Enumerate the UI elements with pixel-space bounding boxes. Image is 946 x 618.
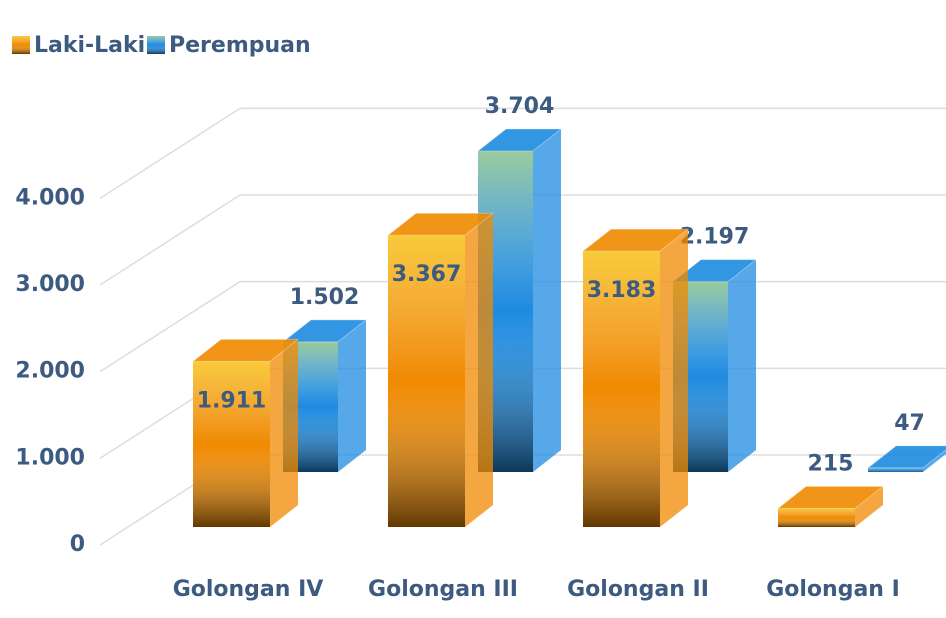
bar-top <box>866 445 946 469</box>
value-label: 3.367 <box>392 262 462 287</box>
y-tick-label: 0 <box>70 532 85 557</box>
grid-line <box>99 107 946 199</box>
value-label: 215 <box>808 451 854 476</box>
value-label: 3.183 <box>587 278 657 303</box>
y-tick-label: 2.000 <box>15 359 85 384</box>
bar-side <box>533 128 561 472</box>
value-label: 1.502 <box>290 285 360 310</box>
legend-label: Perempuan <box>169 33 311 58</box>
value-label: 3.704 <box>485 94 555 119</box>
bar-top <box>281 319 368 343</box>
bar-shade <box>388 235 465 527</box>
x-tick-label: Golongan IV <box>173 577 324 602</box>
bar-side <box>660 229 688 527</box>
value-label: 47 <box>894 411 925 436</box>
y-tick-label: 3.000 <box>15 272 85 297</box>
bar <box>581 228 690 527</box>
bar-top <box>671 259 758 283</box>
bar-top <box>776 485 885 509</box>
bar-shade <box>868 467 923 472</box>
bar-top <box>476 128 563 152</box>
bar <box>191 338 300 527</box>
x-tick-label: Golongan II <box>567 577 709 602</box>
bar-shade <box>778 508 855 527</box>
y-tick-label: 1.000 <box>15 445 85 470</box>
x-tick-label: Golongan III <box>368 577 518 602</box>
legend-swatch-shade <box>147 36 165 54</box>
bar-side <box>270 339 298 527</box>
y-tick-label: 4.000 <box>15 185 85 210</box>
bar-side <box>465 213 493 527</box>
bar-side <box>923 449 946 472</box>
bar-shade <box>583 251 660 527</box>
value-label: 1.911 <box>197 388 267 413</box>
bar-side <box>855 486 883 527</box>
legend-label: Laki-Laki <box>34 33 145 58</box>
bar <box>386 212 495 527</box>
bar <box>866 445 946 472</box>
bar-top <box>191 338 300 362</box>
bar-top <box>581 228 690 252</box>
bar <box>476 128 563 472</box>
bar-top <box>386 212 495 236</box>
legend-swatch-shade <box>12 36 30 54</box>
bar-side <box>728 259 756 472</box>
grid-line <box>99 194 946 286</box>
value-label: 2.197 <box>680 225 750 250</box>
x-tick-label: Golongan I <box>766 577 900 602</box>
bar <box>776 485 885 527</box>
bar-shade <box>193 361 270 527</box>
bar-side <box>338 319 366 472</box>
